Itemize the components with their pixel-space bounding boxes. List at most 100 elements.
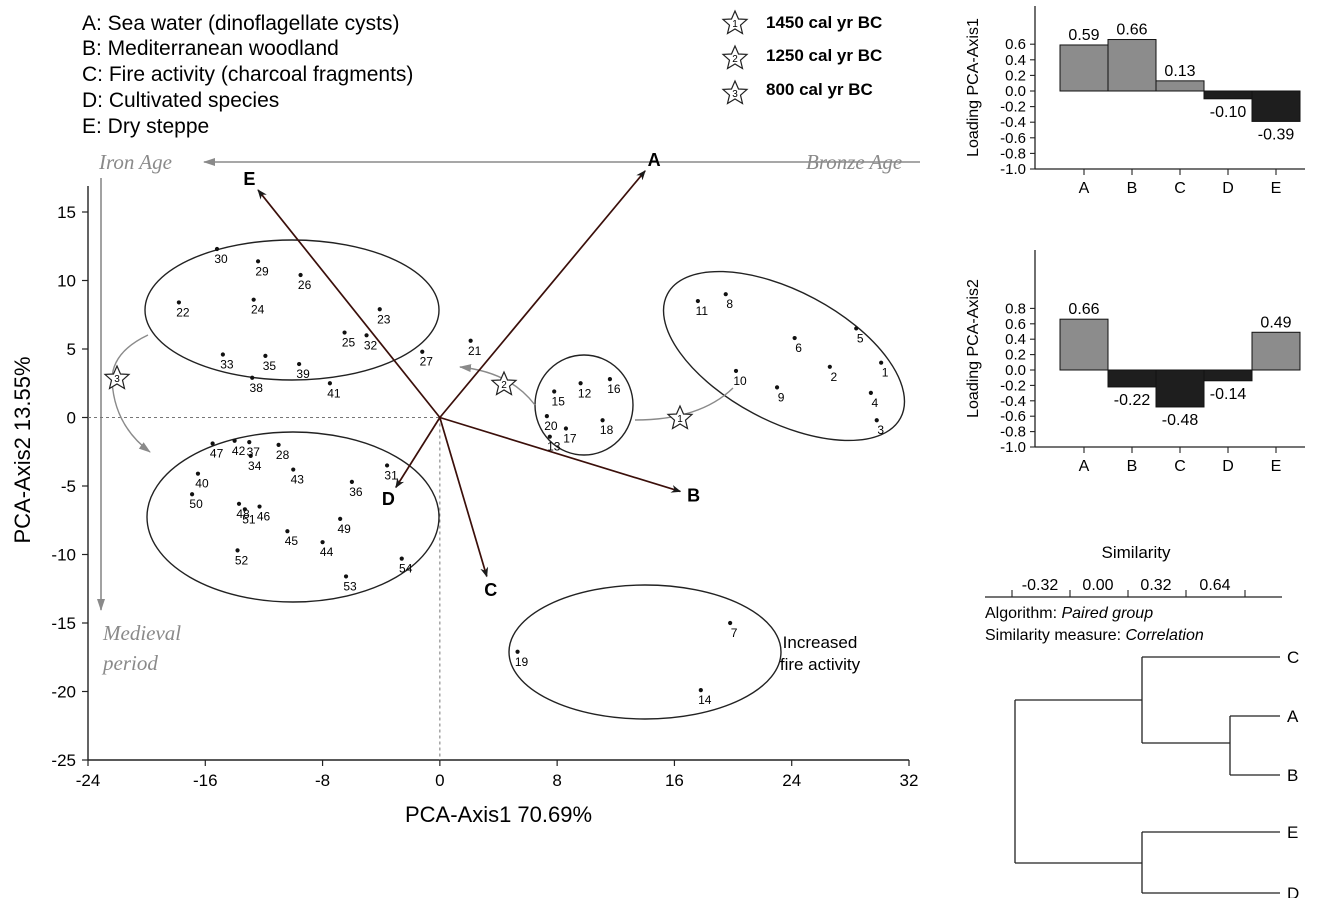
sample-point bbox=[285, 529, 290, 534]
bar-y-tick-label: -1.0 bbox=[1000, 161, 1026, 178]
measure-label: Similarity measure: bbox=[985, 627, 1125, 644]
bar-value-label: 0.66 bbox=[1116, 22, 1147, 39]
sample-label: 39 bbox=[296, 367, 310, 381]
bar bbox=[1203, 369, 1253, 382]
arrow-label: C bbox=[484, 580, 497, 600]
star-number: 3 bbox=[732, 89, 738, 100]
sample-label: 11 bbox=[696, 304, 709, 318]
date-legend: 1 1450 cal yr BC 2 1250 cal yr BC 3 800 … bbox=[721, 9, 882, 105]
sample-point bbox=[263, 353, 268, 358]
sample-point bbox=[257, 504, 262, 509]
loading-vectors: A B C D E bbox=[243, 150, 700, 600]
sample-point bbox=[607, 377, 613, 382]
sample-label: 29 bbox=[255, 264, 269, 278]
sample-label: 51 bbox=[242, 512, 256, 526]
dendro-leaf-label: E bbox=[1287, 823, 1298, 842]
sample-point bbox=[255, 259, 261, 264]
bar-category-label: B bbox=[1127, 180, 1138, 197]
sample-point bbox=[854, 326, 859, 331]
sample-label: 23 bbox=[377, 312, 391, 326]
bar-category-label: A bbox=[1079, 458, 1090, 475]
bar bbox=[1107, 39, 1157, 92]
cluster-ellipse bbox=[144, 239, 440, 381]
cluster-ellipses bbox=[144, 239, 906, 720]
sample-label: 19 bbox=[515, 655, 529, 669]
bar-value-label: -0.22 bbox=[1114, 392, 1151, 409]
y-tick-label: -5 bbox=[61, 477, 76, 496]
bronze-age-label: Bronze Age bbox=[806, 150, 902, 174]
dendro-tree bbox=[1014, 656, 1280, 894]
cluster-ellipse bbox=[508, 584, 782, 720]
sample-point bbox=[297, 361, 302, 367]
y-tick-label: 0 bbox=[67, 409, 76, 428]
measure-value: Correlation bbox=[1125, 627, 1203, 644]
legend-group-e: E: Dry steppe bbox=[82, 115, 209, 138]
bar-y-tick-label: 0.2 bbox=[1005, 67, 1026, 84]
y-tick-label: -15 bbox=[51, 614, 76, 633]
loading-arrow bbox=[395, 417, 441, 489]
x-tick-label: 24 bbox=[782, 771, 801, 790]
legend-date-1: 1450 cal yr BC bbox=[766, 13, 882, 32]
bar-y-title: Loading PCA-Axis2 bbox=[965, 279, 982, 418]
legend-group-a: A: Sea water (dinoflagellate cysts) bbox=[82, 12, 399, 35]
medieval-label-1: Medieval bbox=[102, 621, 181, 645]
sample-point bbox=[728, 620, 733, 626]
sample-point bbox=[578, 381, 583, 386]
algorithm-label: Algorithm: bbox=[985, 605, 1061, 622]
sample-label: 26 bbox=[298, 278, 312, 292]
sample-point bbox=[515, 649, 520, 654]
sample-label: 40 bbox=[195, 477, 209, 491]
sample-label: 32 bbox=[364, 338, 378, 352]
sample-point bbox=[248, 453, 253, 458]
sample-point bbox=[695, 298, 700, 304]
bar-category-label: C bbox=[1174, 458, 1186, 475]
bar-y-tick-label: 0.6 bbox=[1005, 316, 1026, 333]
sample-point bbox=[343, 574, 349, 579]
sample-label: 24 bbox=[251, 303, 265, 317]
sample-label: 31 bbox=[384, 468, 398, 482]
sample-point bbox=[868, 390, 873, 395]
biplot-axes: -24 -16 -8 0 8 16 24 32-25-20-15-10-5051015PCA-… bbox=[10, 186, 918, 827]
bar-category-label: A bbox=[1079, 180, 1090, 197]
sample-label: 7 bbox=[731, 626, 738, 640]
dendro-xlabel: Similarity bbox=[1102, 543, 1171, 562]
bar-y-tick-label: 0.8 bbox=[1005, 300, 1026, 317]
sample-label: 13 bbox=[547, 440, 561, 454]
sample-label: 12 bbox=[578, 386, 592, 400]
sample-point bbox=[242, 507, 247, 512]
star-icon: 1 bbox=[721, 9, 749, 35]
sample-point bbox=[214, 246, 220, 252]
sample-point bbox=[600, 418, 605, 423]
sample-point bbox=[247, 440, 252, 445]
loading-arrow bbox=[439, 416, 682, 493]
sample-point bbox=[210, 441, 215, 446]
legend-date-3: 800 cal yr BC bbox=[766, 80, 873, 99]
sample-label: 17 bbox=[563, 431, 577, 445]
sample-label: 49 bbox=[337, 522, 351, 536]
bar-y-tick-label: -0.8 bbox=[1000, 145, 1026, 162]
star-icon: 1 bbox=[666, 404, 694, 430]
sample-label: 54 bbox=[399, 562, 413, 576]
sample-point bbox=[733, 368, 739, 374]
loading-arrow bbox=[439, 417, 489, 578]
sample-point bbox=[792, 335, 797, 341]
legend-group-d: D: Cultivated species bbox=[82, 89, 279, 112]
bar-category-label: E bbox=[1271, 458, 1282, 475]
bar-category-label: E bbox=[1271, 180, 1282, 197]
sample-point bbox=[349, 479, 354, 484]
sample-label: 44 bbox=[320, 545, 334, 559]
sample-point bbox=[189, 492, 195, 497]
sample-point bbox=[879, 360, 884, 365]
dendro-leaf-label: B bbox=[1287, 766, 1298, 785]
sample-label: 16 bbox=[607, 382, 621, 396]
group-legend: A: Sea water (dinoflagellate cysts) B: M… bbox=[82, 12, 413, 138]
star-number: 1 bbox=[677, 414, 683, 425]
sample-point bbox=[276, 442, 281, 447]
sample-point bbox=[250, 375, 255, 380]
bar-category-label: D bbox=[1222, 180, 1234, 197]
iron-age-label: Iron Age bbox=[98, 150, 172, 174]
bar-category-label: C bbox=[1174, 180, 1186, 197]
algorithm-value: Paired group bbox=[1061, 605, 1153, 622]
bar bbox=[1059, 318, 1109, 371]
